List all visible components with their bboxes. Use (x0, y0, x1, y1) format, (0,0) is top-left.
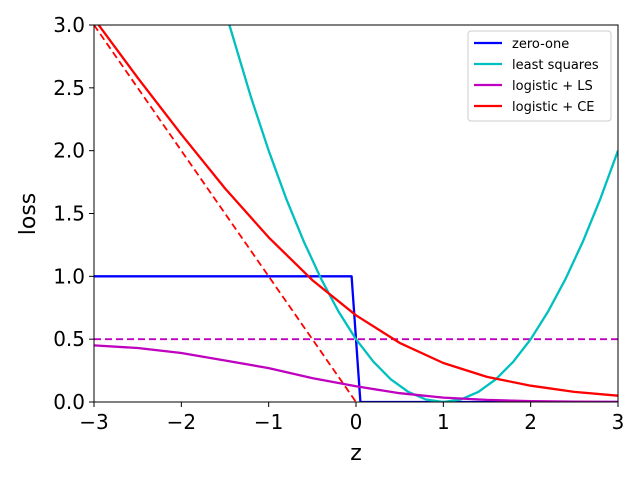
legend-box (467, 30, 612, 122)
x-tick-label: 3 (612, 410, 625, 434)
x-axis-label: z (350, 441, 362, 466)
x-tick-label: −3 (79, 410, 108, 434)
y-tick-label: 0.0 (53, 390, 85, 414)
legend-label: logistic + LS (512, 79, 593, 94)
lines-layer (94, 25, 618, 402)
x-tick-label: 0 (350, 410, 363, 434)
x-tick-label: 1 (437, 410, 450, 434)
series-line-least-squares (228, 25, 618, 402)
legend: zero-one least squares logistic + LS logist… (467, 30, 612, 122)
y-tick-label: 1.5 (53, 202, 85, 226)
y-tick-label: 0.5 (53, 327, 85, 351)
y-tick-label: 2.5 (53, 76, 85, 100)
x-tick-label: −1 (254, 410, 283, 434)
y-tick-label: 2.0 (53, 139, 85, 163)
series-line-logistic-ls (94, 344, 618, 402)
legend-label: logistic + CE (512, 100, 595, 115)
ticks-layer: −3 −2 −1 0 1 2 3 0.0 0.5 1.0 1.5 2.0 2.5 3.0 (53, 13, 624, 434)
y-tick-label: 3.0 (53, 13, 85, 37)
y-axis-label: loss (16, 193, 41, 236)
x-tick-label: 2 (524, 410, 537, 434)
legend-label: least squares (512, 58, 599, 73)
series-line-logistic-ce (97, 25, 618, 397)
y-tick-label: 1.0 (53, 264, 85, 288)
legend-label: zero-one (512, 37, 569, 52)
x-tick-label: −2 (167, 410, 196, 434)
